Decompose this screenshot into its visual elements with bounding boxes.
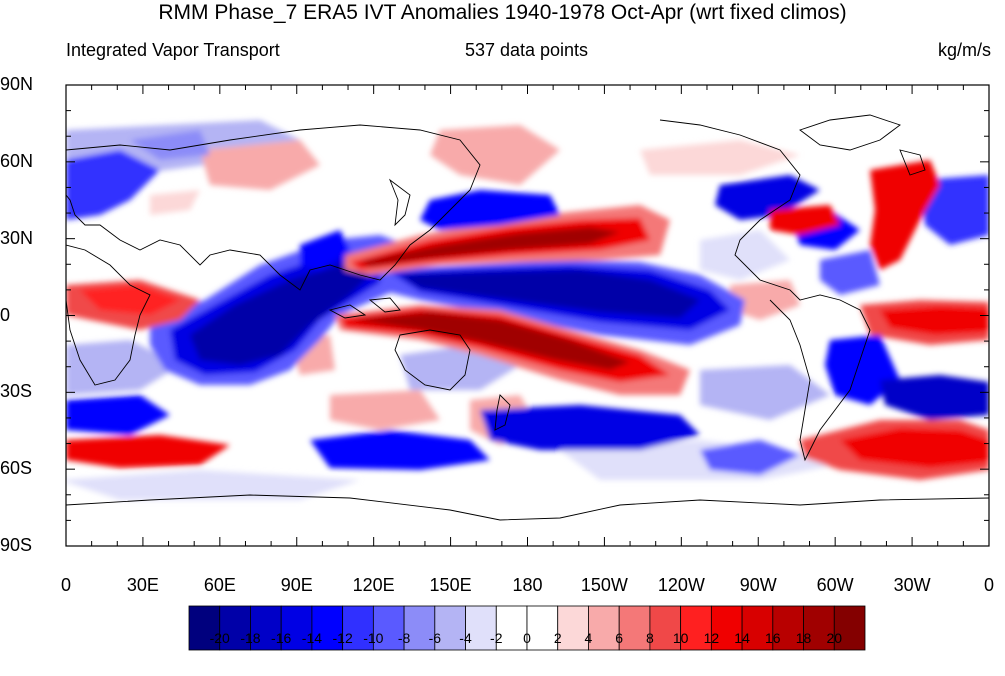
- data-count-label: 537 data points: [464, 40, 589, 60]
- colorbar-label: 18: [795, 630, 812, 646]
- colorbar-box: [280, 605, 313, 651]
- colorbar-box: [188, 605, 221, 651]
- colorbar-box: [680, 605, 712, 651]
- colorbar-box: [588, 605, 620, 651]
- longitude-label: 0: [60, 575, 71, 595]
- colorbar-label: -14: [301, 630, 323, 646]
- colorbar-box: [219, 605, 251, 651]
- colorbar-box: [372, 605, 405, 651]
- latitude-label: 90S: [0, 535, 33, 555]
- longitude-label: 90E: [280, 575, 313, 595]
- longitude-label: 90W: [739, 575, 777, 595]
- anomaly-field: [66, 85, 989, 546]
- longitude-label: 180: [512, 575, 543, 595]
- colorbar: [188, 605, 866, 651]
- longitude-label: 30E: [126, 575, 159, 595]
- colorbar-label: 20: [826, 630, 843, 646]
- latitude-label: 30S: [0, 381, 33, 402]
- colorbar-box: [803, 605, 835, 651]
- colorbar-box: [772, 605, 804, 651]
- colorbar-label: 6: [615, 630, 624, 646]
- colorbar-label: -16: [271, 630, 292, 646]
- longitude-label: 120E: [352, 575, 395, 595]
- latitude-label: 60S: [0, 458, 33, 479]
- colorbar-label: 14: [734, 630, 750, 646]
- longitude-label: 150W: [580, 575, 628, 595]
- longitude-label: 60W: [816, 575, 854, 595]
- colorbar-box: [495, 605, 528, 651]
- colorbar-box: [311, 605, 344, 651]
- axis-ticks: [65, 84, 990, 547]
- colorbar-label: -18: [240, 630, 261, 646]
- colorbar-box: [618, 605, 651, 651]
- longitude-label: 60E: [203, 575, 236, 595]
- colorbar-label: 12: [703, 630, 720, 646]
- colorbar-label: 16: [765, 630, 781, 646]
- variable-label: Integrated Vapor Transport: [66, 40, 280, 60]
- units-label: kg/m/s: [937, 40, 991, 60]
- colorbar-label: -12: [332, 630, 353, 646]
- longitude-label: 30W: [893, 575, 931, 595]
- longitude-label: 120W: [657, 575, 705, 595]
- latitude-label: 0: [0, 304, 11, 325]
- colorbar-label: 2: [553, 630, 562, 646]
- colorbar-label: -20: [209, 630, 230, 646]
- colorbar-box: [465, 605, 497, 651]
- longitude-label: 150E: [429, 575, 472, 595]
- colorbar-label: -4: [459, 630, 472, 646]
- colorbar-label: -8: [397, 630, 411, 646]
- colorbar-box: [833, 605, 866, 651]
- colorbar-box: [434, 605, 466, 651]
- colorbar-box: [342, 605, 374, 651]
- longitude-label: 0: [983, 575, 994, 595]
- colorbar-box: [710, 605, 743, 651]
- coastlines: [66, 114, 989, 521]
- colorbar-label: -2: [490, 630, 503, 646]
- latitude-label: 90N: [0, 74, 34, 94]
- latitude-label: 30N: [0, 227, 34, 248]
- latitude-label: 60N: [0, 150, 34, 171]
- plot-title: RMM Phase_7 ERA5 IVT Anomalies 1940-1978…: [158, 1, 847, 24]
- colorbar-label: 8: [646, 630, 654, 646]
- colorbar-label: -6: [428, 630, 442, 646]
- colorbar-box: [526, 605, 559, 651]
- colorbar-label: 4: [584, 630, 593, 646]
- colorbar-box: [557, 605, 589, 651]
- colorbar-label: 10: [672, 630, 689, 646]
- colorbar-label: -10: [363, 630, 384, 646]
- colorbar-label: 0: [523, 630, 531, 646]
